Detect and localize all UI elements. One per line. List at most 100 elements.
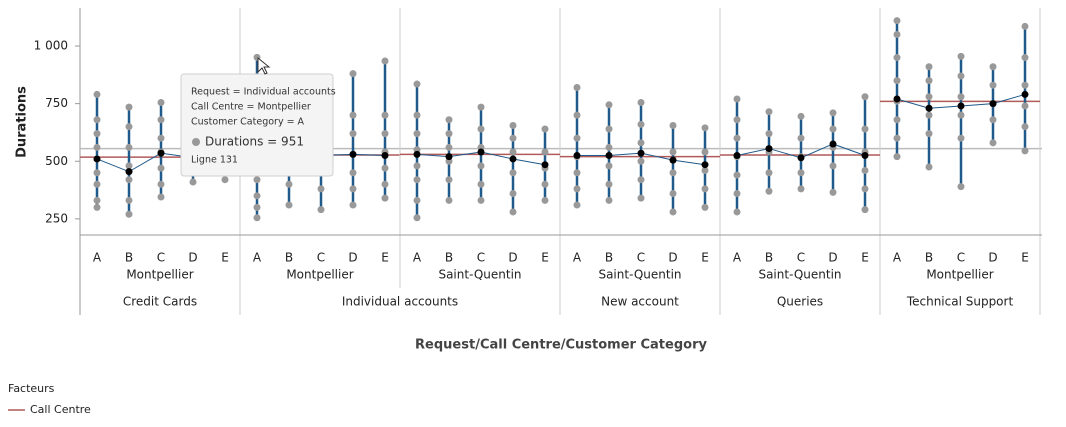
data-point [349,130,357,138]
data-point [637,120,645,128]
x-axis-label: Request/Call Centre/Customer Category [415,338,707,353]
data-point [957,93,965,101]
data-point [93,180,101,188]
data-point [125,103,133,111]
mean-point [413,150,421,158]
data-point [509,169,517,177]
data-point [381,164,389,172]
data-point [573,185,581,193]
data-point [509,122,517,130]
data-point [477,162,485,170]
category-label: A [733,251,742,265]
data-point [413,130,421,138]
data-point [573,169,581,177]
mean-point [925,104,933,112]
data-point [637,157,645,165]
data-point [157,193,165,201]
mean-point [125,168,133,176]
mean-point [349,150,357,158]
data-point [349,169,357,177]
data-point [221,176,229,184]
category-label: A [253,251,262,265]
tooltip-swatch [192,138,200,146]
data-point [893,17,901,25]
call-centre-label: Montpellier [926,268,993,282]
category-label: B [765,251,773,265]
data-point [669,148,677,156]
category-label: A [893,251,902,265]
category-label: C [317,251,325,265]
category-label: C [477,251,485,265]
tooltip-box [180,73,334,177]
data-point [317,206,325,214]
data-point [765,169,773,177]
data-point [541,196,549,204]
data-point [861,125,869,133]
data-point [733,134,741,142]
mean-point [989,100,997,108]
mean-point [797,154,805,162]
category-label: B [125,251,133,265]
data-point [157,98,165,106]
data-point [893,134,901,142]
data-point [253,192,261,200]
data-point [253,214,261,222]
category-label: B [445,251,453,265]
y-tick-label: 500 [45,154,68,168]
data-point [957,134,965,142]
data-point [765,187,773,195]
category-label: E [221,251,229,265]
data-point [605,143,613,151]
data-point [509,208,517,216]
category-label: B [925,251,933,265]
data-point [957,52,965,60]
request-label: Queries [777,295,823,309]
data-point [733,190,741,198]
category-label: E [381,251,389,265]
data-point [381,57,389,65]
mean-point [573,151,581,159]
data-point [925,63,933,71]
data-point [861,206,869,214]
data-point [509,190,517,198]
data-point [317,185,325,193]
request-label: New account [601,295,679,309]
legend-label[interactable]: Call Centre [30,403,91,416]
data-point [445,130,453,138]
tooltip-line: Request = Individual accounts [191,87,336,98]
data-point [957,183,965,191]
data-point [701,166,709,174]
mean-point [829,140,837,148]
plot-area: 250 500 750 1 000 Credit Cards Montpellier A B C… [34,8,1042,315]
data-point [125,210,133,218]
data-point [125,196,133,204]
category-label: D [348,251,357,265]
data-point [413,111,421,119]
data-point [893,116,901,124]
data-point [253,203,261,211]
data-point [637,139,645,147]
data-point [861,166,869,174]
mean-point [861,151,869,159]
mean-point [637,149,645,157]
data-point [93,203,101,211]
data-point [349,70,357,78]
data-point [669,122,677,130]
data-point [413,176,421,184]
mean-point [541,161,549,169]
data-point [893,77,901,85]
data-point [413,214,421,222]
data-point [733,95,741,103]
mean-point [765,145,773,153]
tooltip: Request = Individual accounts Call Centr… [180,73,336,177]
data-point [733,116,741,124]
data-point [637,194,645,202]
mean-point [701,161,709,169]
request-label: Credit Cards [123,295,197,309]
data-point [125,143,133,151]
data-point [701,148,709,156]
data-point [445,176,453,184]
mean-point [93,155,101,163]
request-label: Individual accounts [342,295,458,309]
